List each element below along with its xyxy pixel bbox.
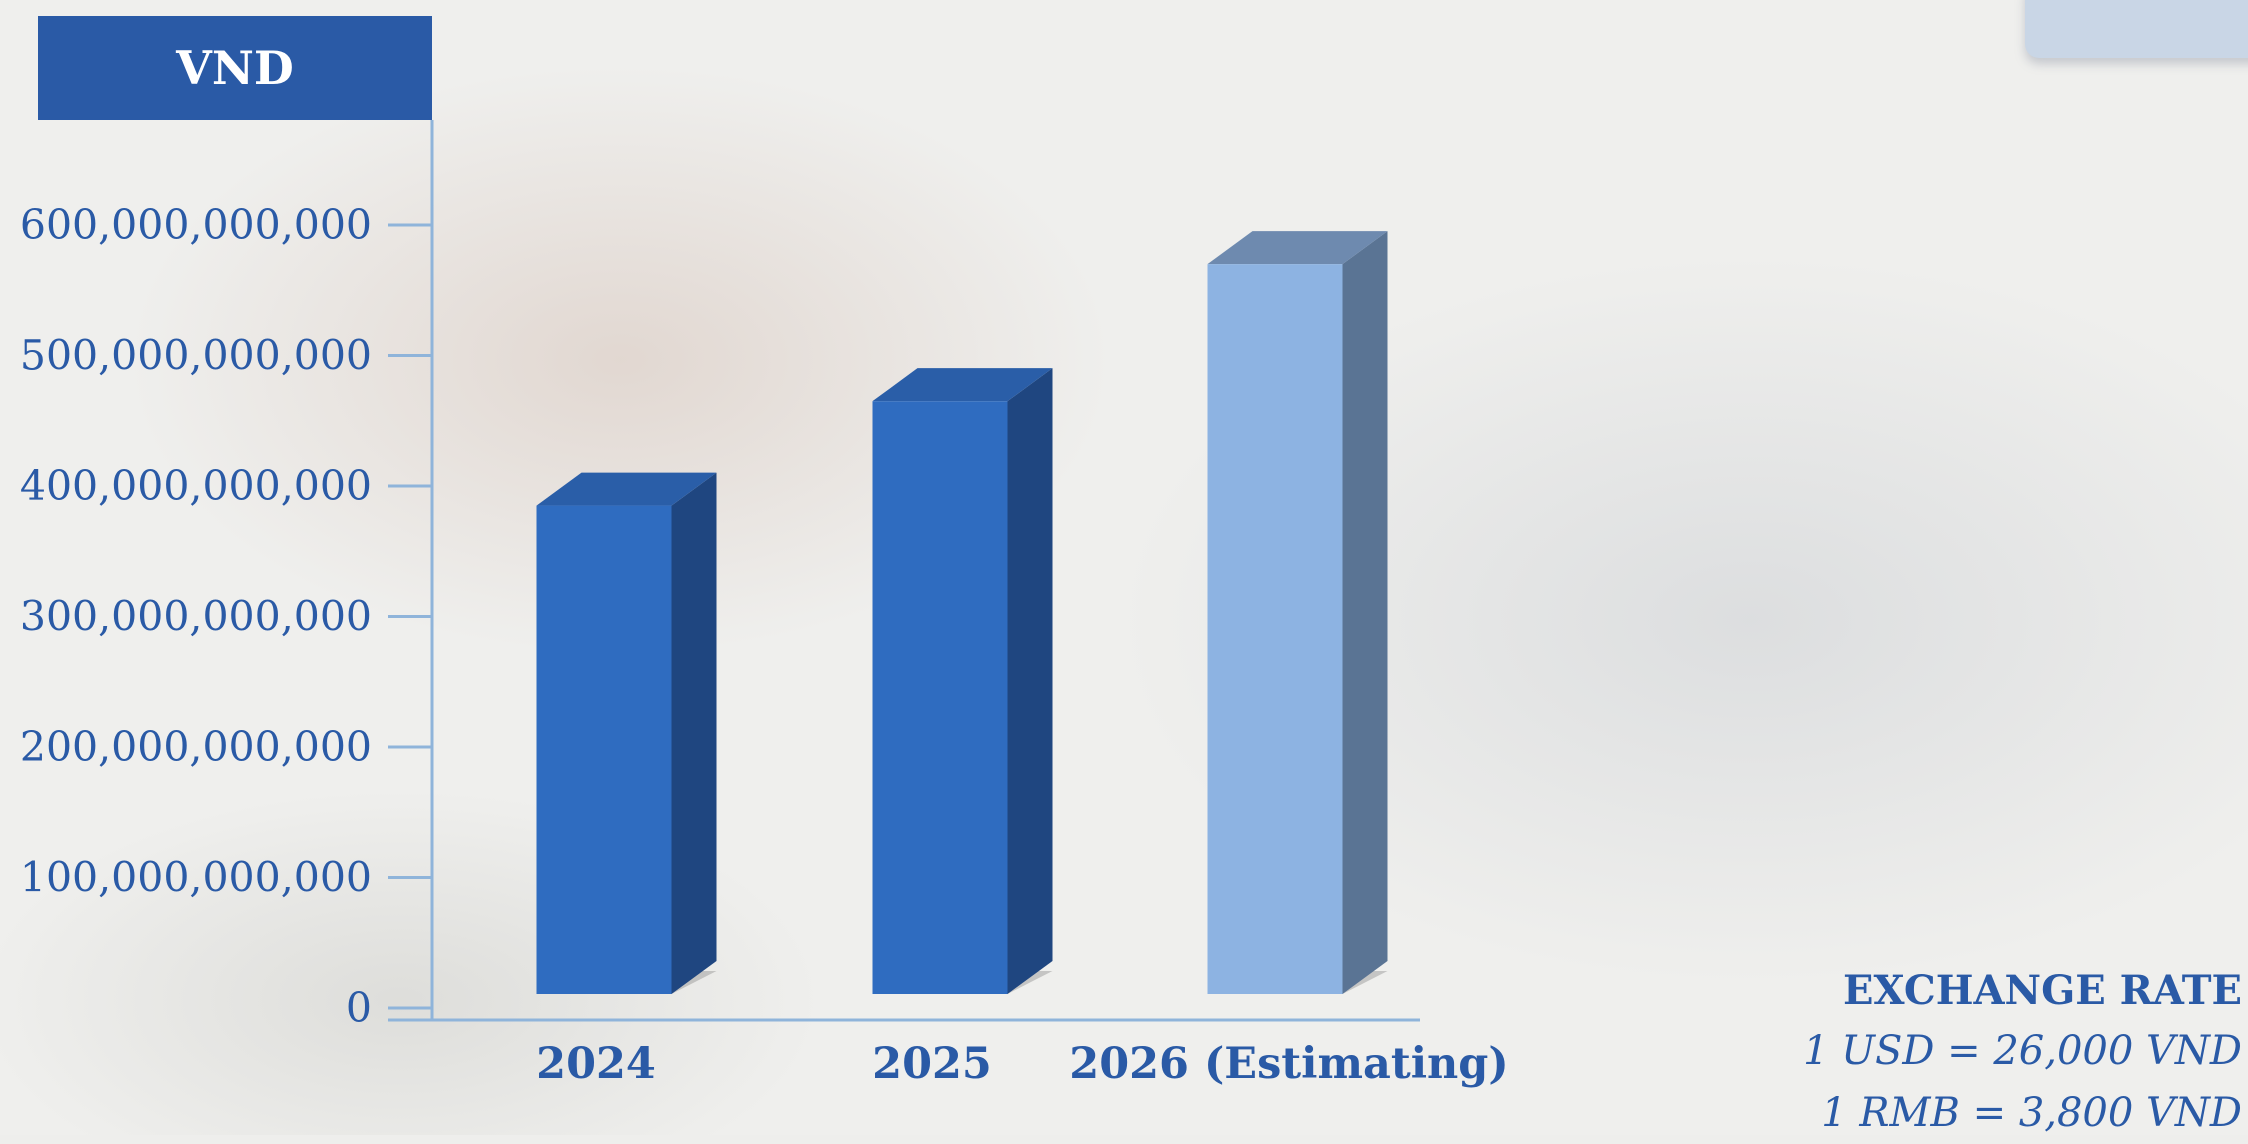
y-tick-label: 400,000,000,000 <box>20 462 372 510</box>
y-tick-label: 300,000,000,000 <box>20 593 372 641</box>
bar <box>1207 231 1388 994</box>
bar-side <box>671 472 717 994</box>
y-tick-label: 500,000,000,000 <box>20 332 372 380</box>
exchange-rate-usd: 1 USD = 26,000 VND <box>1803 1028 2242 1074</box>
bar-top <box>1207 231 1388 265</box>
chart-axes <box>388 120 1420 1022</box>
bar <box>536 472 717 994</box>
corner-tab <box>2025 0 2248 58</box>
exchange-rate-rmb: 1 RMB = 3,800 VND <box>1821 1090 2242 1136</box>
y-tick-label: 200,000,000,000 <box>20 723 372 771</box>
bar-top <box>872 368 1053 402</box>
bar-front <box>1207 264 1343 994</box>
chart-bars <box>536 231 1388 994</box>
bar-top <box>536 472 717 506</box>
x-tick-label: 2026 (Estimating) <box>1069 1039 1508 1089</box>
y-tick-label: 600,000,000,000 <box>20 201 372 249</box>
bar-front <box>872 401 1008 994</box>
bar-side <box>1007 368 1053 994</box>
bar-front <box>536 505 672 994</box>
chart-x-tick-labels: 2024 2025 2026 (Estimating) <box>536 1039 1509 1089</box>
bar <box>872 368 1053 994</box>
bar-side <box>1342 231 1388 994</box>
x-tick-label: 2025 <box>872 1039 992 1089</box>
chart-y-tick-labels: 0 100,000,000,000 200,000,000,000 300,000,0… <box>20 201 372 1032</box>
x-tick-label: 2024 <box>536 1039 656 1089</box>
exchange-rate-title: EXCHANGE RATE <box>1843 967 2242 1014</box>
y-tick-label: 0 <box>346 984 372 1032</box>
y-tick-label: 100,000,000,000 <box>20 854 372 902</box>
exchange-rate-panel: EXCHANGE RATE 1 USD = 26,000 VND 1 RMB =… <box>1722 962 2242 1144</box>
unit-label: VND <box>38 16 432 120</box>
